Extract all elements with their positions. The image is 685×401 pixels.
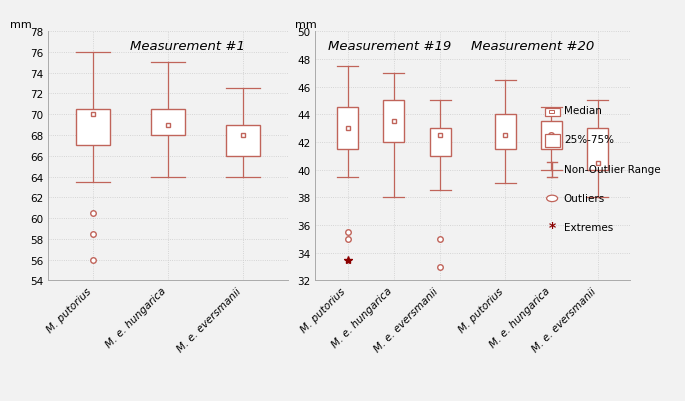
Text: Outliers: Outliers — [564, 194, 605, 204]
Bar — [495, 115, 516, 150]
Text: Extremes: Extremes — [564, 223, 613, 233]
Text: Measurement #1: Measurement #1 — [129, 40, 245, 53]
Text: mm: mm — [295, 20, 316, 30]
Text: mm: mm — [10, 20, 32, 30]
Bar — [587, 129, 608, 170]
Text: Non-Outlier Range: Non-Outlier Range — [564, 165, 660, 175]
Text: 25%-75%: 25%-75% — [564, 135, 614, 145]
Bar — [384, 101, 404, 143]
Bar — [541, 122, 562, 150]
Text: *: * — [549, 221, 556, 235]
Bar — [76, 110, 110, 146]
Bar — [226, 125, 260, 156]
Bar — [337, 108, 358, 150]
Bar — [151, 110, 185, 136]
Text: Measurement #20: Measurement #20 — [471, 40, 594, 53]
Text: Median: Median — [564, 106, 601, 116]
Text: Measurement #19: Measurement #19 — [327, 40, 451, 53]
Bar — [429, 129, 451, 156]
